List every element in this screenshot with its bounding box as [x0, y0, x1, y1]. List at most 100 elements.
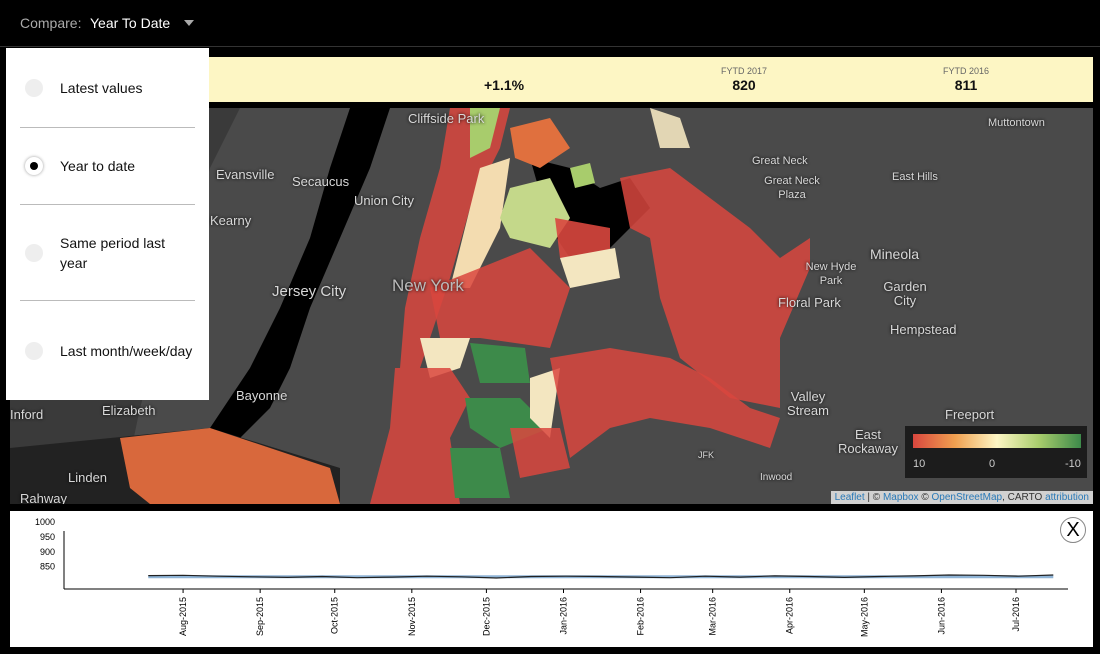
- place-label: Linden: [68, 470, 108, 485]
- fytd-label: FYTD 2016: [942, 66, 990, 76]
- hudson-river: [170, 108, 390, 504]
- place-label: Valley Stream: [787, 389, 829, 418]
- legend-label: 0: [989, 458, 996, 470]
- compare-menu: Latest values Year to date Same period l…: [6, 48, 209, 400]
- chart-svg: 1000 950 900 850 Aug-2015 Sep-2015 Oct-2015 Nov…: [35, 517, 1068, 637]
- attribution-link[interactable]: attribution: [1045, 492, 1089, 503]
- x-tick-label: Apr-2016: [785, 597, 795, 634]
- option-latest-values[interactable]: Latest values: [20, 48, 195, 128]
- region: [430, 248, 570, 348]
- fytd-2016: FYTD 2016 811: [916, 66, 1016, 93]
- y-tick-label: 1000: [35, 517, 55, 527]
- x-tick-label: Feb-2016: [636, 597, 646, 636]
- region: [500, 178, 570, 248]
- place-label: Secaucus: [292, 174, 350, 189]
- radio-selected-icon[interactable]: [25, 157, 43, 175]
- compare-bar: Compare: Year To Date: [0, 0, 1100, 47]
- place-label: Inwood: [760, 472, 793, 483]
- region: [550, 348, 780, 458]
- x-tick-label: Nov-2015: [407, 597, 417, 636]
- osm-link[interactable]: OpenStreetMap: [931, 492, 1003, 503]
- place-label: Inford: [10, 407, 44, 422]
- place-label: Cliffside Park: [408, 111, 485, 126]
- option-last-period[interactable]: Last month/week/day: [20, 301, 195, 400]
- region: [510, 118, 570, 168]
- place-label: Elizabeth: [102, 403, 156, 418]
- region: [620, 168, 810, 408]
- region: [450, 158, 510, 288]
- close-button[interactable]: X: [1060, 517, 1086, 543]
- x-tick-label: Oct-2015: [330, 597, 340, 634]
- place-label: Garden City: [883, 279, 927, 308]
- place-label: Jersey City: [272, 283, 347, 300]
- option-label: Latest values: [60, 79, 143, 96]
- x-tick-label: Dec-2015: [481, 597, 491, 636]
- legend-label: 10: [913, 458, 926, 470]
- place-label: Muttontown: [988, 117, 1045, 129]
- place-label: Evansville: [216, 167, 275, 182]
- region: [370, 368, 470, 504]
- x-tick-label: Aug-2015: [178, 597, 188, 636]
- x-tick-label: Jun-2016: [936, 597, 946, 635]
- compare-dropdown[interactable]: Year To Date: [90, 15, 171, 31]
- option-label: Year to date: [60, 158, 135, 174]
- option-label: Last month/week/day: [60, 342, 193, 359]
- place-label: Floral Park: [778, 295, 841, 310]
- map-attribution: Leaflet | © Mapbox © OpenStreetMap, CART…: [830, 491, 1093, 504]
- region: [530, 368, 560, 438]
- place-label: New Hyde Park: [805, 261, 857, 287]
- radio-icon[interactable]: [25, 243, 43, 262]
- region: [450, 448, 510, 498]
- option-same-period-last-year[interactable]: Same period last year: [20, 205, 195, 301]
- region: [470, 108, 500, 158]
- chevron-down-icon[interactable]: [184, 20, 194, 26]
- legend-gradient: [913, 434, 1081, 448]
- place-label: New York: [392, 276, 464, 295]
- region: [120, 428, 340, 504]
- region: [510, 428, 570, 478]
- place-label: Mineola: [870, 246, 920, 262]
- legend-label: -10: [1065, 458, 1081, 470]
- leaflet-link[interactable]: Leaflet: [834, 492, 865, 503]
- fytd-label: FYTD 2017: [720, 66, 768, 76]
- option-year-to-date[interactable]: Year to date: [20, 128, 195, 205]
- place-label: Great Neck Plaza: [764, 175, 820, 201]
- fytd-value: 811: [954, 77, 978, 93]
- series-line: [148, 574, 1054, 579]
- time-series-chart: 1000 950 900 850 Aug-2015 Sep-2015 Oct-2015 Nov…: [10, 511, 1093, 647]
- radio-icon[interactable]: [25, 341, 43, 360]
- x-tick-label: Jan-2016: [558, 597, 568, 635]
- place-label: East Rockaway: [838, 427, 898, 456]
- mapbox-link[interactable]: Mapbox: [882, 492, 919, 503]
- attr-sep: ©: [918, 492, 932, 503]
- place-label: Great Neck: [752, 155, 808, 167]
- attr-carto: , CARTO: [1002, 492, 1046, 503]
- place-label: Rahway: [20, 491, 67, 505]
- radio-icon[interactable]: [25, 78, 43, 97]
- fytd-value: 820: [732, 77, 756, 93]
- change-percent: +1.1%: [484, 77, 525, 93]
- place-label: Kearny: [210, 213, 252, 228]
- x-tick-label: May-2016: [859, 597, 869, 637]
- compare-label: Compare:: [20, 15, 82, 31]
- place-label: Bayonne: [236, 388, 288, 403]
- place-label: JFK: [698, 450, 715, 460]
- y-tick-label: 900: [40, 547, 55, 557]
- y-tick-label: 950: [40, 532, 55, 542]
- x-tick-label: Jul-2016: [1011, 597, 1021, 632]
- fytd-2017: FYTD 2017 820: [694, 66, 794, 93]
- color-legend: 10 0 -10: [905, 426, 1087, 478]
- place-label: Union City: [354, 193, 414, 208]
- place-label: Hempstead: [890, 322, 957, 337]
- region: [470, 343, 530, 383]
- attr-sep: | ©: [864, 492, 883, 503]
- place-label: East Hills: [892, 171, 938, 183]
- x-tick-label: Sep-2015: [255, 597, 265, 636]
- region: [650, 108, 690, 148]
- region: [560, 248, 620, 288]
- region: [570, 163, 595, 188]
- x-tick-label: Mar-2016: [708, 597, 718, 636]
- option-label: Same period last year: [60, 234, 166, 271]
- place-label: Freeport: [945, 407, 995, 422]
- y-tick-label: 850: [40, 562, 55, 572]
